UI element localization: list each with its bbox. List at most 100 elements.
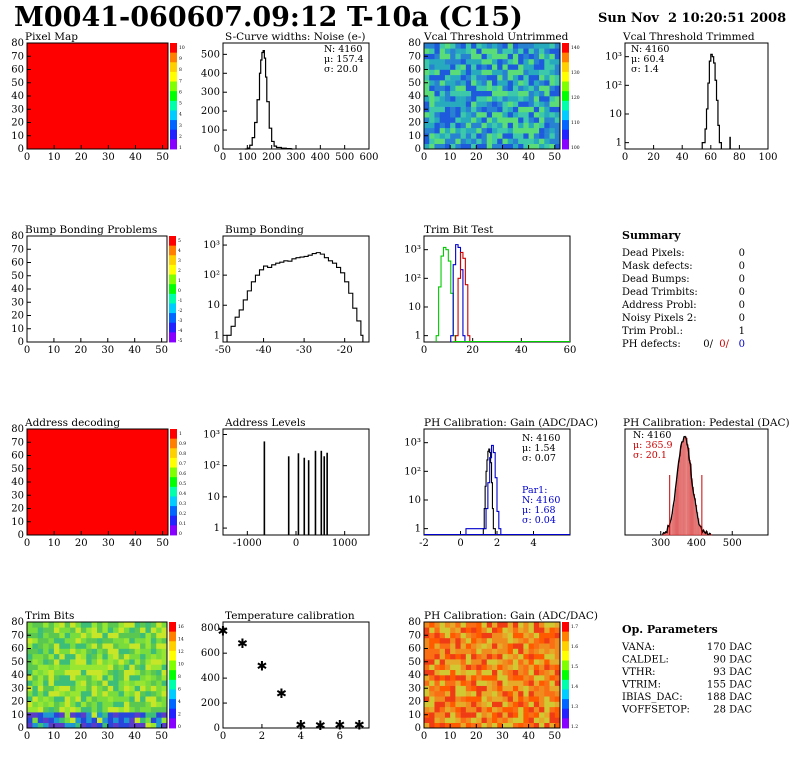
heatmap-cell (439, 712, 446, 718)
heatmap-cell (86, 706, 92, 713)
heatmap-cell (549, 53, 556, 60)
heatmap-cell (518, 133, 524, 139)
summary-value: 0 (739, 274, 745, 285)
heatmap-cell (424, 111, 430, 118)
heatmap-cell (53, 696, 60, 702)
heatmap-cell (486, 58, 493, 65)
heatmap-cell (424, 627, 430, 633)
heatmap-cell (533, 701, 540, 708)
heatmap-cell (471, 622, 477, 628)
heatmap-cell (486, 53, 493, 60)
heatmap-cell (460, 111, 467, 118)
heatmap-cell (512, 74, 519, 81)
heatmap-cell (53, 717, 60, 723)
heatmap-cell (145, 643, 152, 649)
heatmap-cell (533, 69, 540, 76)
stat-line: N: 4160 (633, 430, 671, 441)
heatmap-cell (129, 675, 135, 681)
heatmap-cell (528, 143, 535, 150)
heatmap-cell (48, 637, 55, 644)
y-tick-label: 50 (408, 78, 421, 89)
heatmap-cell (32, 722, 39, 729)
heatmap-cell (518, 643, 524, 649)
x-tick-label: 20 (647, 152, 660, 163)
heatmap-cell (471, 643, 477, 649)
heatmap-cell (161, 659, 168, 665)
heatmap-cell (450, 101, 456, 107)
heatmap-cell (53, 712, 60, 718)
heatmap-cell (439, 117, 446, 123)
colorbar-segment (169, 631, 176, 642)
heatmap-cell (102, 696, 109, 702)
heatmap-cell (80, 680, 87, 686)
x-tick-label: 30 (101, 731, 114, 742)
heatmap-cell (444, 701, 451, 708)
heatmap-cell (86, 659, 92, 665)
heatmap-cell (439, 58, 446, 65)
heatmap-cell (539, 58, 545, 65)
colorbar-segment (169, 322, 176, 333)
heatmap-cell (528, 43, 535, 49)
heatmap-cell (123, 690, 130, 697)
heatmap-cell (528, 96, 535, 102)
heatmap-cell (59, 622, 65, 628)
heatmap-cell (429, 643, 435, 649)
colorbar-label: 1 (178, 278, 181, 284)
heatmap-cell (539, 127, 545, 134)
heatmap-cell (554, 53, 561, 60)
heatmap-cell (434, 648, 440, 655)
heatmap-cell (539, 701, 545, 708)
heatmap-cell (497, 680, 503, 686)
heatmap-cell (48, 643, 55, 649)
chart-title: Address decoding (24, 417, 120, 429)
heatmap-cell (460, 122, 467, 129)
heatmap-cell (549, 664, 556, 670)
heatmap-cell (471, 90, 477, 97)
heatmap-cell (53, 701, 60, 708)
heatmap-cell (134, 648, 141, 655)
heatmap-cell (544, 696, 550, 702)
heatmap-cell (455, 690, 461, 697)
heatmap-cell (434, 117, 440, 123)
heatmap-cell (486, 117, 493, 123)
heatmap-cell (486, 690, 493, 697)
heatmap-cell (439, 637, 446, 644)
x-tick-label: 0 (421, 152, 427, 163)
heatmap-cell (497, 69, 503, 76)
heatmap-cell (471, 43, 477, 49)
y-tick-label: 20 (11, 311, 24, 322)
heatmap-cell (450, 696, 456, 702)
heatmap-cell (48, 690, 55, 697)
x-tick-label: 20 (466, 345, 479, 356)
y-tick-label: 0 (18, 530, 24, 541)
heatmap-cell (512, 632, 519, 639)
heatmap-cell (492, 622, 498, 628)
heatmap-cell (107, 653, 114, 660)
heatmap-cell (161, 680, 168, 686)
heatmap-cell (528, 690, 535, 697)
heatmap-cell (512, 637, 519, 644)
heatmap-cell (492, 690, 498, 697)
heatmap-cell (533, 706, 540, 713)
s-curve-chart: S-Curve widths: Noise (e-)0 100 200 300 400 5… (201, 31, 379, 163)
heatmap-cell (27, 664, 33, 670)
heatmap-cell (518, 48, 524, 54)
heatmap-cell (465, 69, 472, 76)
heatmap-cell (471, 85, 477, 91)
heatmap-cell (481, 106, 488, 113)
heatmap-cell (481, 127, 488, 134)
heatmap-cell (32, 706, 39, 713)
heatmap-cell (140, 669, 146, 676)
heatmap-cell (80, 653, 87, 660)
y-tick-label: 10² (203, 270, 220, 281)
heatmap-cell (455, 696, 461, 702)
heatmap-cell (507, 133, 514, 139)
heatmap-cell (424, 675, 430, 681)
heatmap-cell (492, 117, 498, 123)
heatmap-cell (70, 690, 76, 697)
heatmap-cell (434, 90, 440, 97)
heatmap-cell (512, 675, 519, 681)
heatmap-cell (429, 722, 435, 729)
heatmap-cell (118, 722, 125, 729)
y-tick-label: 10 (207, 492, 220, 503)
